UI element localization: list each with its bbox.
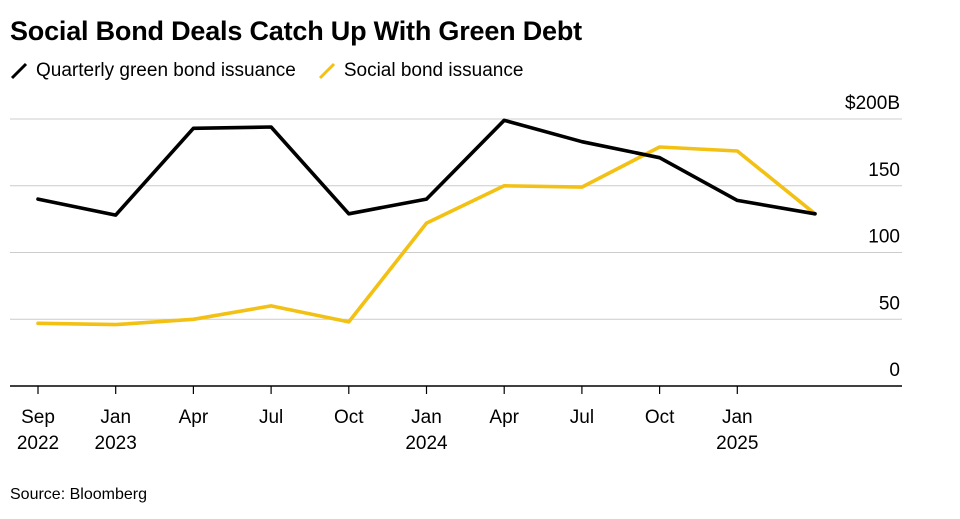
x-tick-year-label: 2023	[95, 433, 137, 454]
y-tick-label: 100	[868, 227, 900, 248]
x-tick-label: Jul	[570, 407, 594, 428]
legend-item-green: Quarterly green bond issuance	[10, 60, 296, 82]
legend-label-social: Social bond issuance	[343, 60, 524, 81]
x-axis-ticks: Sep 2022 Jan 2023 Apr Jul Oct Jan 2024 Apr Jul Oct J…	[17, 386, 758, 454]
y-tick-label: 50	[879, 293, 900, 314]
y-tick-label: $200B	[845, 93, 900, 114]
series-line-green-bond	[36, 118, 817, 217]
series-lines	[36, 118, 817, 327]
x-tick-year-label: 2025	[716, 433, 758, 454]
x-tick-label: Jan	[722, 407, 753, 428]
legend-swatch-green-icon	[10, 62, 28, 80]
x-tick-label: Sep	[21, 407, 55, 428]
y-tick-label: 150	[868, 160, 900, 181]
y-tick-label: 0	[889, 360, 900, 381]
x-tick-label: Oct	[334, 407, 364, 428]
x-tick-year-label: 2024	[405, 433, 448, 454]
chart-legend: Quarterly green bond issuance Social bon…	[10, 60, 545, 82]
legend-swatch-social-icon	[318, 62, 335, 80]
x-tick-label: Apr	[179, 407, 209, 428]
x-tick-label: Jul	[259, 407, 283, 428]
legend-label-green: Quarterly green bond issuance	[36, 60, 296, 81]
gridlines	[10, 118, 902, 387]
x-tick-label: Oct	[645, 407, 675, 428]
chart-title: Social Bond Deals Catch Up With Green De…	[10, 16, 582, 46]
x-tick-label: Jan	[411, 407, 442, 428]
y-axis-ticks: 0 50 100 150 $200B	[845, 93, 900, 381]
source-note: Source: Bloomberg	[10, 486, 147, 503]
legend-item-social: Social bond issuance	[318, 60, 524, 82]
x-tick-label: Apr	[489, 407, 519, 428]
series-line-social-bond	[36, 145, 817, 327]
x-tick-year-label: 2022	[17, 433, 59, 454]
x-tick-label: Jan	[100, 407, 131, 428]
